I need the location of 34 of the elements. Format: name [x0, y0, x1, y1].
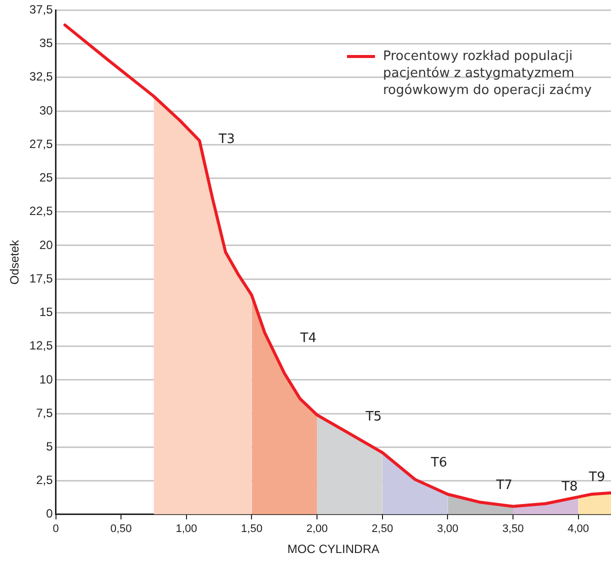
y-tick-label: 25: [39, 170, 54, 185]
y-tick-label: 7,5: [36, 406, 54, 420]
y-tick-label: 35: [39, 36, 54, 50]
x-tick-label: 2,50: [372, 523, 394, 536]
y-tick-label: 20: [39, 238, 54, 252]
x-tick-label: 1,50: [241, 523, 262, 536]
x-tick-label: 4,00: [568, 523, 590, 536]
y-tick-label: 37,5: [29, 2, 54, 17]
y-tick-label: 32,5: [29, 70, 54, 84]
x-tick-label: 1,00: [176, 523, 198, 536]
x-tick-label: 2,00: [306, 523, 328, 536]
series-label: T8: [560, 480, 578, 495]
y-tick-label: 17,5: [29, 271, 54, 286]
y-tick-label: 12,5: [29, 338, 54, 353]
y-axis-title: Odsetek: [8, 238, 22, 285]
series-label: T3: [218, 132, 235, 148]
y-tick-label: 22,5: [29, 204, 54, 218]
x-tick-label: 3,50: [502, 523, 524, 536]
y-tick-label: 15: [39, 305, 54, 320]
y-tick-label: 5: [46, 439, 54, 454]
y-tick-label: 2,5: [36, 473, 54, 488]
series-label: T5: [364, 410, 382, 425]
series-label: T9: [588, 470, 606, 486]
y-tick-label: 0: [46, 506, 54, 521]
x-axis-title: MOC CYLINDRA: [287, 542, 380, 556]
x-tick-label: 3,00: [436, 523, 458, 536]
y-tick-label: 30: [39, 103, 54, 118]
y-tick-label: 27,5: [29, 136, 54, 151]
legend-label: Procentowy rozkład populacji pacjentów z astygmatyzmem rogówkowym do operacji zaćmy: [383, 48, 593, 99]
y-tick-label: 10: [39, 372, 54, 386]
x-tick-label: 0,50: [110, 523, 132, 536]
series-label: T7: [495, 478, 512, 494]
series-label: T6: [430, 455, 448, 470]
text: T4: [299, 331, 316, 346]
